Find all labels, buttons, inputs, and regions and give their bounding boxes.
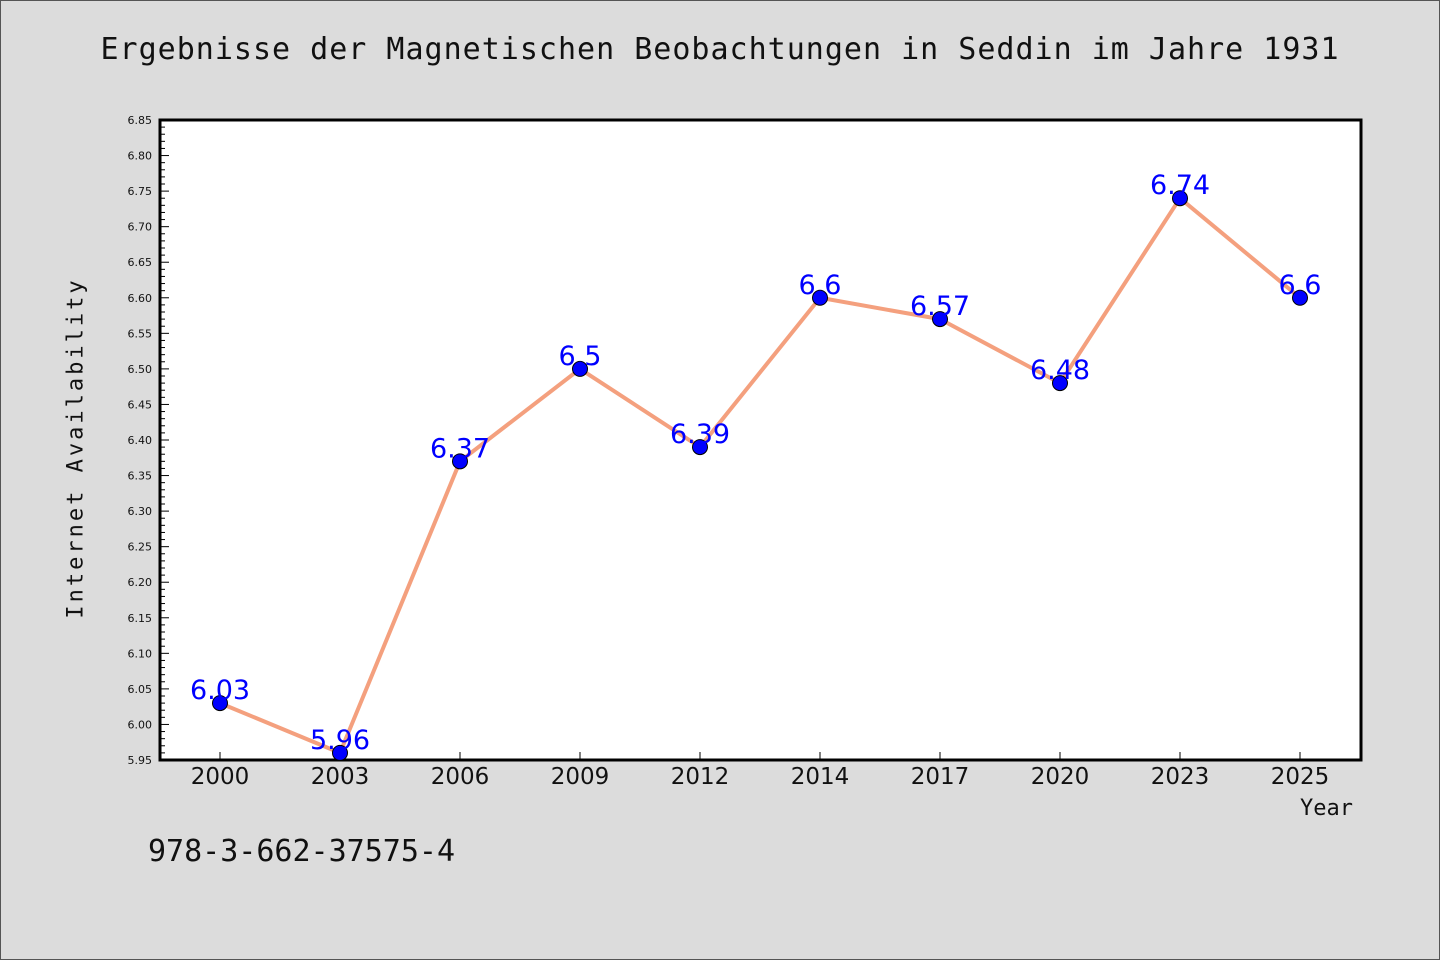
data-point	[212, 695, 228, 712]
x-axis: 2000 2003 2006 2009 2012 2014 2017 2020 2023 2025	[191, 752, 1330, 790]
y-tick-label: 6.65	[128, 256, 153, 269]
x-tick-label: 2025	[1271, 764, 1330, 790]
data-point	[932, 311, 948, 328]
data-label: 6.6	[799, 270, 842, 301]
data-label: 6.37	[430, 433, 490, 464]
y-tick-label: 6.30	[128, 505, 153, 518]
data-point	[812, 289, 828, 306]
y-tick-label: 6.35	[128, 470, 153, 483]
y-tick-label: 6.80	[128, 150, 153, 163]
data-label: 6.03	[190, 675, 250, 706]
y-axis-label: Internet Availability	[63, 277, 89, 619]
y-tick-label: 6.40	[128, 434, 153, 447]
y-tick-label: 6.85	[128, 114, 153, 127]
data-label: 6.74	[1150, 170, 1210, 201]
x-tick-label: 2020	[1031, 764, 1090, 790]
data-point	[1172, 190, 1188, 207]
data-label: 6.39	[670, 419, 730, 450]
data-label: 6.6	[1279, 270, 1322, 301]
y-tick-label: 6.20	[128, 576, 153, 589]
y-tick-label: 6.75	[128, 185, 153, 198]
y-tick-label: 6.70	[128, 221, 153, 234]
y-tick-label: 6.15	[128, 612, 153, 625]
data-point	[572, 360, 588, 377]
y-tick-label: 6.45	[128, 398, 153, 411]
y-tick-label: 5.95	[128, 754, 153, 767]
x-tick-label: 2006	[431, 764, 490, 790]
x-tick-label: 2000	[191, 764, 250, 790]
data-label: 6.5	[559, 341, 602, 372]
y-tick-label: 6.10	[128, 647, 153, 660]
y-tick-label: 6.60	[128, 292, 153, 305]
chart-title: Ergebnisse der Magnetischen Beobachtunge…	[100, 32, 1340, 67]
data-point	[332, 744, 348, 761]
series-group: 6.03 5.96 6.37 6.5 6.39 6.6 6.57 6.48 6.74 6.6	[190, 170, 1322, 761]
x-tick-label: 2003	[311, 764, 370, 790]
data-label: 5.96	[310, 725, 370, 756]
y-tick-label: 6.55	[128, 327, 153, 340]
y-tick-label: 6.25	[128, 541, 153, 554]
x-tick-label: 2023	[1151, 764, 1210, 790]
plot-area	[158, 118, 1363, 762]
x-axis-label: Year	[1300, 796, 1353, 821]
x-tick-label: 2017	[911, 764, 970, 790]
y-tick-label: 6.05	[128, 683, 153, 696]
data-point	[1292, 289, 1308, 306]
data-point	[452, 453, 468, 470]
x-tick-label: 2009	[551, 764, 610, 790]
y-tick-label: 6.50	[128, 363, 153, 376]
y-tick-label: 6.00	[128, 718, 153, 731]
data-label: 6.48	[1030, 355, 1090, 386]
series-line	[219, 196, 1302, 755]
data-point	[1052, 375, 1068, 392]
data-point	[692, 439, 708, 456]
data-label: 6.57	[910, 291, 970, 322]
isbn-footer: 978-3-662-37575-4	[148, 834, 456, 869]
y-axis: 5.95 6.00 6.05 6.10 6.15 6.20 6.25 6.30 6.35 6.40…	[128, 114, 169, 767]
x-tick-label: 2014	[791, 764, 850, 790]
x-tick-label: 2012	[671, 764, 730, 790]
